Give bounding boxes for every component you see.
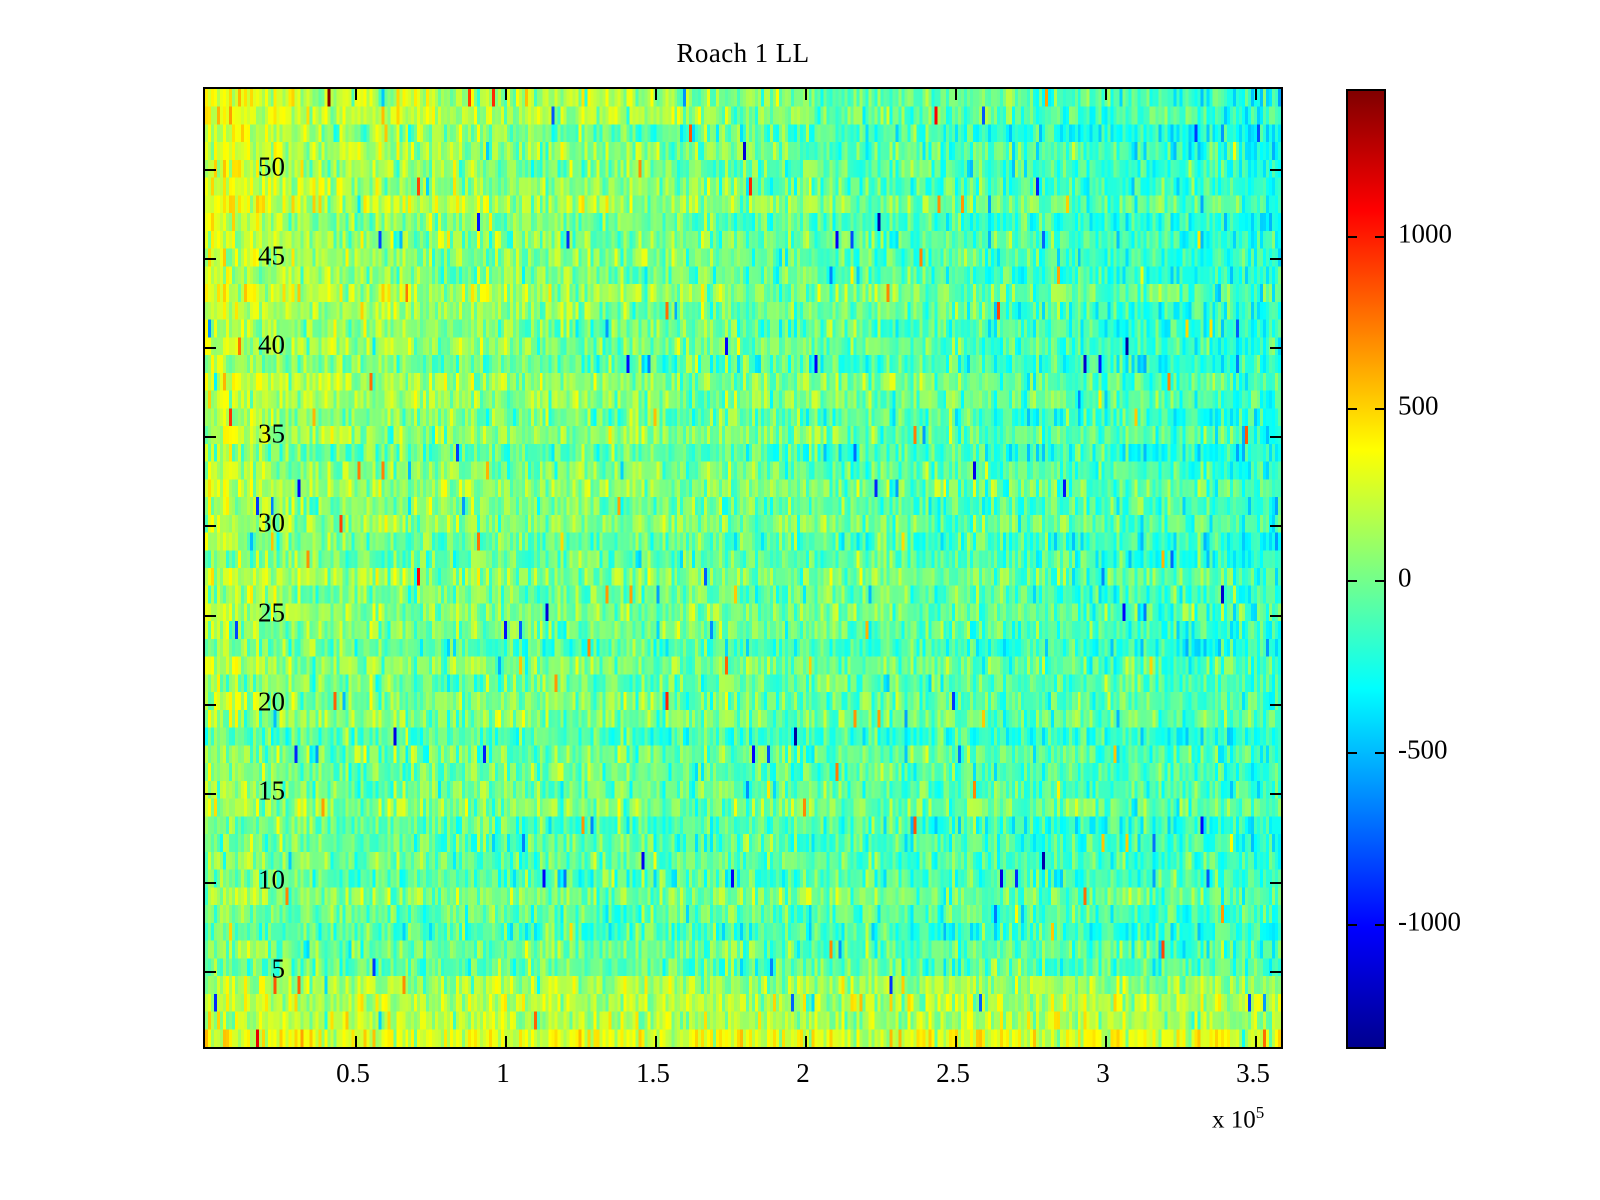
- x-axis-tick-label: 1: [496, 1058, 510, 1088]
- x-axis-tick: [505, 89, 507, 100]
- y-axis-tick: [1270, 792, 1281, 795]
- x-axis-tick-label: 3.5: [1236, 1058, 1270, 1088]
- x-axis-tick: [955, 1036, 957, 1047]
- y-axis-tick: [205, 169, 216, 172]
- x-axis-tick: [355, 1036, 357, 1047]
- x-axis-tick: [655, 89, 657, 100]
- y-axis-tick-label: 50: [258, 151, 285, 182]
- colorbar[interactable]: [1346, 89, 1386, 1049]
- x-axis-exponent-label: x 105: [1212, 1103, 1265, 1134]
- colorbar-tick-label: 0: [1398, 562, 1412, 593]
- colorbar-tick: [1375, 923, 1384, 926]
- heatmap-plot-area[interactable]: [203, 87, 1283, 1049]
- y-axis-tick: [205, 881, 216, 884]
- x-axis-tick: [655, 1036, 657, 1047]
- y-axis-tick: [205, 347, 216, 350]
- colorbar-tick-label: -1000: [1398, 906, 1461, 937]
- y-axis-tick-label: 30: [258, 507, 285, 538]
- y-axis-tick: [205, 970, 216, 973]
- page-title: Roach 1 LL: [676, 38, 810, 68]
- colorbar-tick: [1348, 579, 1357, 582]
- y-axis-tick: [1270, 525, 1281, 528]
- y-axis-tick: [205, 614, 216, 617]
- x-axis-tick: [1255, 89, 1257, 100]
- y-axis-tick-label: 25: [258, 597, 285, 628]
- y-axis-tick: [205, 703, 216, 706]
- colorbar-tick: [1348, 235, 1357, 238]
- y-axis-tick-label: 40: [258, 329, 285, 360]
- y-axis-tick: [1270, 614, 1281, 617]
- y-axis-tick: [1270, 970, 1281, 973]
- colorbar-tick: [1375, 407, 1384, 410]
- x-axis-tick-label: 2.5: [936, 1058, 970, 1088]
- colorbar-tick-label: -500: [1398, 734, 1448, 765]
- y-axis-tick: [205, 436, 216, 439]
- x-axis-tick-label: 0.5: [336, 1058, 370, 1088]
- x-axis-tick-label: 2: [796, 1058, 810, 1088]
- y-axis-tick-label: 10: [258, 864, 285, 895]
- colorbar-tick-label: 500: [1398, 390, 1439, 421]
- y-axis-tick: [205, 525, 216, 528]
- colorbar-tick: [1348, 407, 1357, 410]
- y-axis-tick: [1270, 169, 1281, 172]
- x-axis-tick: [1105, 1036, 1107, 1047]
- colorbar-tick-label: 1000: [1398, 218, 1452, 249]
- colorbar-tick: [1375, 751, 1384, 754]
- x-axis-tick: [805, 89, 807, 100]
- y-axis-tick: [205, 258, 216, 261]
- x-axis-tick: [805, 1036, 807, 1047]
- colorbar-tick: [1348, 751, 1357, 754]
- colorbar-tick: [1348, 923, 1357, 926]
- y-axis-tick-label: 35: [258, 418, 285, 449]
- x-axis-tick: [955, 89, 957, 100]
- colorbar-gradient: [1348, 91, 1384, 1047]
- y-axis-tick: [1270, 347, 1281, 350]
- y-axis-tick: [1270, 436, 1281, 439]
- x-axis-tick: [1105, 89, 1107, 100]
- x-axis-tick-label: 3: [1096, 1058, 1110, 1088]
- y-axis-tick: [205, 792, 216, 795]
- y-axis-tick: [1270, 881, 1281, 884]
- colorbar-tick: [1375, 579, 1384, 582]
- y-axis-tick: [1270, 258, 1281, 261]
- x-axis-tick: [1255, 1036, 1257, 1047]
- y-axis-tick-label: 20: [258, 686, 285, 717]
- y-axis-tick: [1270, 703, 1281, 706]
- x-axis-tick: [505, 1036, 507, 1047]
- x-axis-tick-label: 1.5: [636, 1058, 670, 1088]
- y-axis-tick-label: 5: [271, 953, 286, 984]
- y-axis-tick-label: 45: [258, 240, 285, 271]
- colorbar-tick: [1375, 235, 1384, 238]
- x-axis-tick: [355, 89, 357, 100]
- y-axis-tick-label: 15: [258, 775, 285, 806]
- heatmap-image: [205, 89, 1281, 1047]
